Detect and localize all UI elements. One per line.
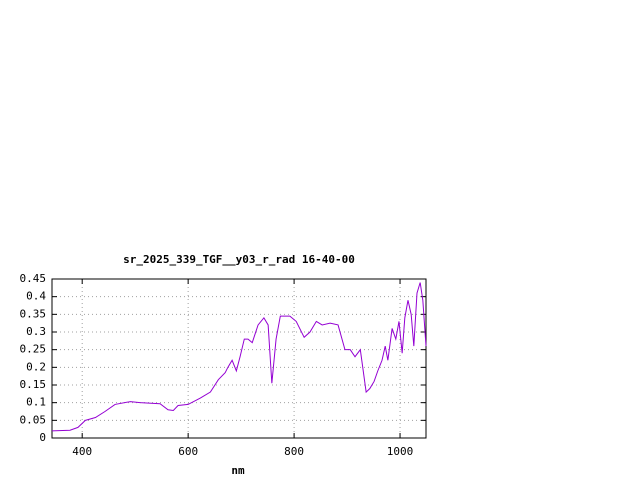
y-tick-label: 0.3 <box>26 325 46 338</box>
y-tick-label: 0.05 <box>20 413 47 426</box>
y-tick-label: 0.35 <box>20 307 47 320</box>
x-axis-label: nm <box>231 464 245 477</box>
y-tick-label: 0.2 <box>26 360 46 373</box>
y-tick-label: 0 <box>39 431 46 444</box>
y-tick-label: 0.45 <box>20 272 47 285</box>
y-tick-label: 0.1 <box>26 396 46 409</box>
plot-frame <box>51 278 427 439</box>
data-line <box>51 282 427 432</box>
x-tick-label: 400 <box>72 445 92 458</box>
y-tick-label: 0.15 <box>20 378 47 391</box>
x-tick-label: 600 <box>178 445 198 458</box>
y-tick-label: 0.25 <box>20 343 47 356</box>
x-tick-label: 800 <box>284 445 304 458</box>
y-tick-label: 0.4 <box>26 290 46 303</box>
chart-title: sr_2025_339_TGF__y03_r_rad 16-40-00 <box>123 253 355 266</box>
x-tick-label: 1000 <box>387 445 414 458</box>
